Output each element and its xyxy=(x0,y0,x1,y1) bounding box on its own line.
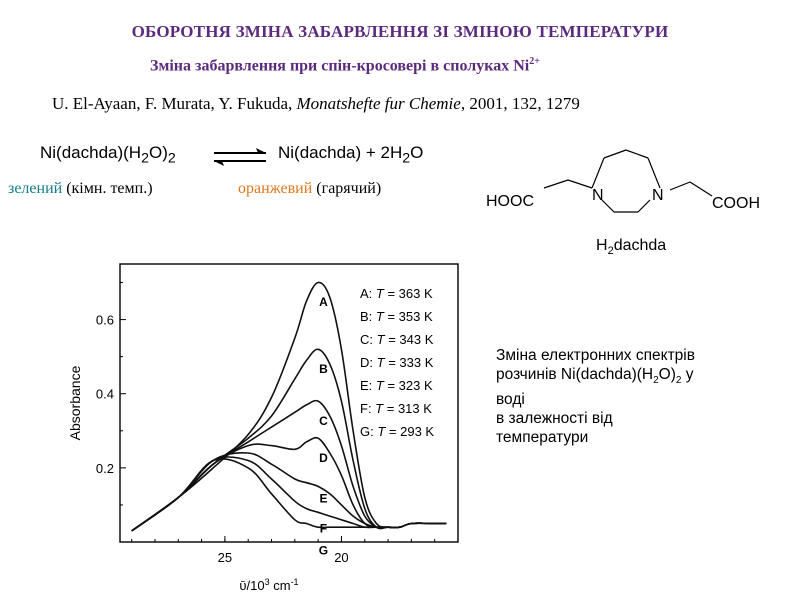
legend-temperature-symbol: T xyxy=(376,309,385,324)
series-label-B: B xyxy=(319,362,328,376)
ligand-name-rest: dachda xyxy=(614,237,667,254)
legend-key: B: xyxy=(360,309,376,324)
legend-entry-A: A: T = 363 K xyxy=(360,286,433,301)
x-axis-label-prefix: ῡ/10 xyxy=(239,578,264,593)
spectra-caption: Зміна електронних спектрів розчинів Ni(d… xyxy=(496,346,786,447)
equilibrium-arrows-icon xyxy=(214,148,266,166)
green-word: зелений xyxy=(8,180,63,197)
series-label-D: D xyxy=(319,451,328,465)
equation-left-b: O) xyxy=(148,143,168,162)
legend-entry-G: G: T = 293 K xyxy=(360,424,434,439)
legend-key: C: xyxy=(360,332,377,347)
y-axis-label: Absorbance xyxy=(67,365,83,440)
green-color-label: зелений (кімн. темп.) xyxy=(8,180,153,198)
series-label-A: A xyxy=(319,295,328,309)
caption-line-3: воді xyxy=(496,391,525,409)
x-axis-label-sup: 3 xyxy=(265,577,270,587)
caption-line-1: Зміна електронних спектрів xyxy=(496,347,695,364)
caption-line2a: розчинів Ni(dachda)(H xyxy=(496,366,654,383)
equation-right-sub1: 2 xyxy=(402,150,411,167)
ligand-left-group: HOOC xyxy=(486,193,534,210)
ligand-n-right: N xyxy=(652,187,664,204)
legend-value: = 313 K xyxy=(383,401,432,416)
subtitle: Зміна забарвлення при спін-кросовері в с… xyxy=(150,56,540,75)
ligand-n-left: N xyxy=(592,187,604,204)
legend-value: = 323 K xyxy=(384,378,433,393)
series-line-E xyxy=(131,452,447,532)
series-line-C xyxy=(131,399,447,532)
legend-entry-F: F: T = 313 K xyxy=(360,401,432,416)
equation-left-a: Ni(dachda)(H xyxy=(40,143,142,162)
legend-entry-C: C: T = 343 K xyxy=(360,332,434,347)
equation-left-sub2: 2 xyxy=(167,150,176,167)
series-line-B xyxy=(131,348,447,532)
orange-word: оранжевий xyxy=(238,180,313,197)
x-tick-label: 20 xyxy=(334,550,348,565)
caption-line2-sub1: 2 xyxy=(653,375,659,387)
ligand-structure: HOOC N N COOH H2dachda xyxy=(486,149,760,257)
ligand-right-group: COOH xyxy=(712,195,760,212)
legend-entry-B: B: T = 353 K xyxy=(360,309,433,324)
legend-key: G: xyxy=(360,424,377,439)
caption-line-4: в залежності від xyxy=(496,410,613,428)
orange-note: (гарячий) xyxy=(312,180,382,197)
literature-reference: U. El-Ayaan, F. Murata, Y. Fukuda, Monat… xyxy=(52,94,580,114)
series-line-F xyxy=(131,456,447,532)
equation-left: Ni(dachda)(H2O)2 xyxy=(40,143,176,166)
x-tick-label: 25 xyxy=(218,550,232,565)
y-tick-label: 0.4 xyxy=(96,387,114,402)
legend-value: = 293 K xyxy=(385,424,434,439)
legend-key: D: xyxy=(360,355,377,370)
caption-line2-sub2: 2 xyxy=(675,375,682,387)
legend-key: A: xyxy=(360,286,376,301)
ligand-name: H2dachda xyxy=(596,237,666,257)
reference-journal: Monatshefte fur Chemie xyxy=(296,94,461,113)
x-axis-label: ῡ/103 cm-1 xyxy=(239,577,298,593)
legend-temperature-symbol: T xyxy=(377,355,386,370)
equation-left-sub1: 2 xyxy=(141,150,149,167)
ligand-bonds xyxy=(543,149,713,213)
legend-value: = 353 K xyxy=(384,309,433,324)
series-line-G xyxy=(131,457,447,532)
caption-line2b: O) xyxy=(658,366,676,383)
legend-entry-E: E: T = 323 K xyxy=(360,378,433,393)
legend-key: F: xyxy=(360,401,375,416)
caption-line-5: температури xyxy=(496,429,589,447)
subtitle-text: Зміна забарвлення при спін-кросовері в с… xyxy=(150,57,530,75)
legend-value: = 333 K xyxy=(385,355,434,370)
series-label-E: E xyxy=(319,492,327,506)
x-axis-label-sup2: -1 xyxy=(291,577,299,587)
equation-right-a: Ni(dachda) + 2H xyxy=(278,143,403,162)
series-label-C: C xyxy=(319,414,328,428)
caption-line-2: розчинів Ni(dachda)(H2O)2 у xyxy=(496,365,786,390)
legend-temperature-symbol: T xyxy=(375,401,384,416)
legend-temperature-symbol: T xyxy=(376,286,385,301)
ligand-name-prefix: H xyxy=(596,237,608,254)
subtitle-charge: 2+ xyxy=(529,56,540,67)
reference-authors: U. El-Ayaan, F. Murata, Y. Fukuda, xyxy=(52,94,297,113)
series-label-F: F xyxy=(320,521,327,535)
series-line-D xyxy=(131,436,447,532)
legend-entry-D: D: T = 333 K xyxy=(360,355,434,370)
legend-value: = 343 K xyxy=(385,332,434,347)
y-tick-label: 0.2 xyxy=(96,461,114,476)
green-note: (кімн. темп.) xyxy=(62,180,153,197)
page-title: ОБОРОТНЯ ЗМІНА ЗАБАРВЛЕННЯ ЗІ ЗМІНОЮ ТЕМ… xyxy=(131,22,669,41)
equation-right: Ni(dachda) + 2H2O xyxy=(278,143,423,166)
equation-right-b: O xyxy=(410,143,424,162)
x-axis-label-unit: cm xyxy=(270,578,291,593)
legend-value: = 363 K xyxy=(384,286,433,301)
series-label-G: G xyxy=(319,544,328,558)
caption-line2c: у xyxy=(681,366,694,383)
orange-color-label: оранжевий (гарячий) xyxy=(238,180,381,198)
legend-temperature-symbol: T xyxy=(376,378,385,393)
plot-frame xyxy=(119,263,459,543)
legend-key: E: xyxy=(360,378,376,393)
legend-temperature-symbol: T xyxy=(377,424,386,439)
legend-temperature-symbol: T xyxy=(377,332,386,347)
reference-rest: , 2001, 132, 1279 xyxy=(460,94,580,113)
y-tick-label: 0.6 xyxy=(96,313,114,328)
ligand-name-sub: 2 xyxy=(608,245,614,257)
